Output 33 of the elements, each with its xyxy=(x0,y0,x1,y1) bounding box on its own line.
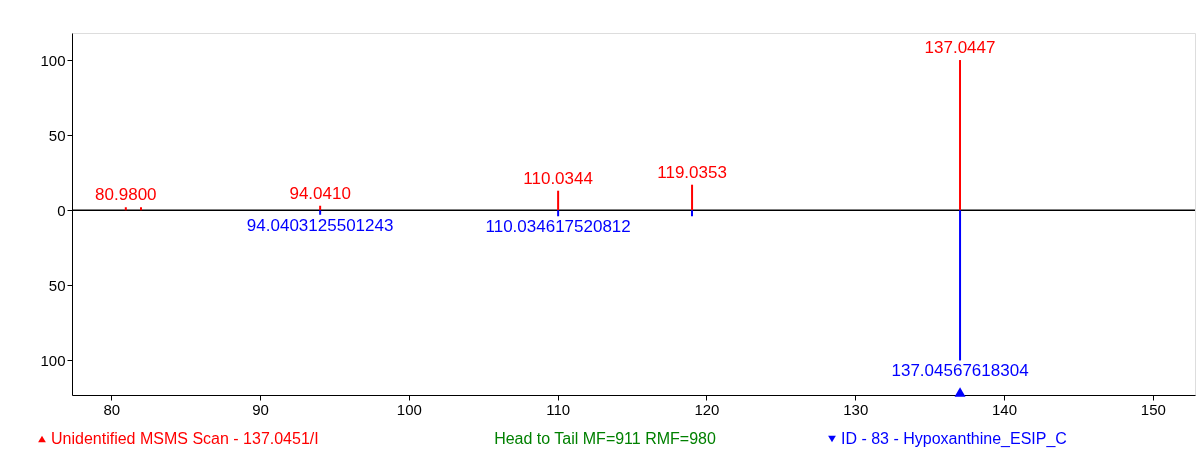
y-tick-label: 0 xyxy=(57,201,66,219)
x-tick-label: 80 xyxy=(103,400,121,418)
bar xyxy=(557,210,560,217)
y-tick-label: 50 xyxy=(48,276,66,294)
legend-label: ID - 83 - Hypoxanthine_ESIP_C xyxy=(841,430,1067,448)
y-tick-label: 50 xyxy=(48,126,66,144)
annotation: 110.034617520812 xyxy=(485,217,631,237)
x-tick-label: 110 xyxy=(546,400,571,418)
annotation: 94.0403125501243 xyxy=(246,215,394,235)
annotation: 94.0410 xyxy=(289,183,351,203)
x-tick-label: 150 xyxy=(1140,400,1166,418)
x-tick-label: 130 xyxy=(843,400,869,418)
bar xyxy=(139,207,142,211)
bar xyxy=(691,184,694,211)
bar xyxy=(690,210,693,217)
bar xyxy=(959,210,962,361)
x-tick-label: 120 xyxy=(694,400,720,418)
x-tick-label: 140 xyxy=(991,400,1018,418)
annotation: 137.0447 xyxy=(924,38,996,58)
y-tick-label: 100 xyxy=(40,51,66,69)
bar xyxy=(959,60,962,211)
x-tick-label: 90 xyxy=(252,400,269,418)
bar xyxy=(557,190,560,211)
bar xyxy=(124,207,127,211)
annotation: 80.9800 xyxy=(95,185,157,205)
annotation: 110.0344 xyxy=(523,168,593,188)
x-tick-label: 100 xyxy=(396,400,422,418)
legend-label: Unidentified MSMS Scan - 137.0451/I xyxy=(51,430,319,447)
annotation: 137.04567618304 xyxy=(891,361,1029,381)
annotation: 119.0353 xyxy=(657,162,727,182)
text: Head to Tail MF=911 RMF=980 xyxy=(494,430,716,447)
y-tick-label: 100 xyxy=(40,351,66,369)
bar xyxy=(319,210,322,215)
